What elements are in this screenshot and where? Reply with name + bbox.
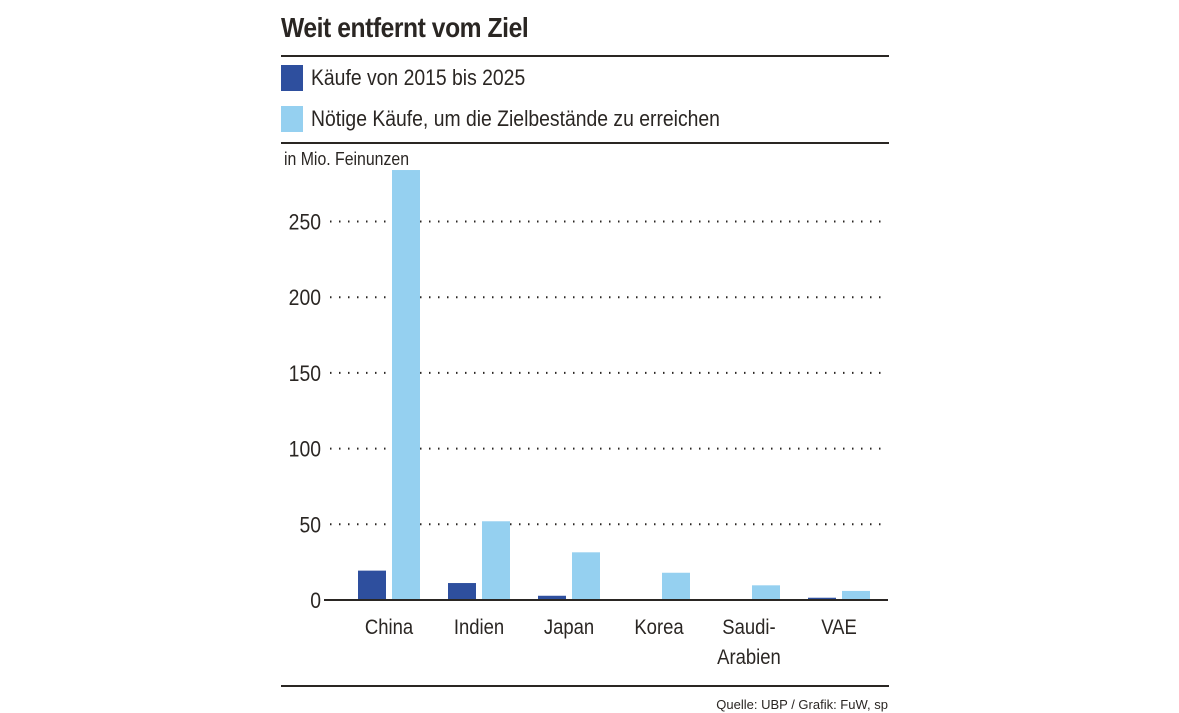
y-axis-unit-label: in Mio. Feinunzen [284,149,410,169]
bar-needed [392,170,420,601]
legend-label: Nötige Käufe, um die Zielbestände zu err… [311,106,720,131]
bar-needed [572,552,600,600]
title-divider [281,55,889,57]
legend-label: Käufe von 2015 bis 2025 [311,65,526,90]
y-tick-label: 150 [289,362,321,386]
x-tick-label: Korea [634,616,683,639]
bottom-divider [281,685,889,687]
bar-needed [662,572,690,600]
source-note: Quelle: UBP / Grafik: FuW, sp [716,697,888,712]
bar-needed [842,590,870,600]
legend-item-purchases: Käufe von 2015 bis 2025 [281,65,554,91]
x-tick-label: Saudi- [722,616,775,639]
x-tick-label: Japan [544,616,594,639]
bar-purchases [358,570,386,600]
bar-needed [482,521,510,600]
x-tick-label: VAE [821,616,857,639]
legend-swatch-light [281,106,303,132]
bar-purchases [448,583,476,600]
y-tick-label: 50 [299,513,321,537]
legend-swatch-dark [281,65,303,91]
legend-divider [281,142,889,144]
bar-purchases [808,597,836,600]
y-tick-label: 0 [310,589,321,613]
legend-item-needed: Nötige Käufe, um die Zielbestände zu err… [281,106,776,132]
y-tick-label: 250 [289,210,321,234]
x-tick-label: China [365,616,413,639]
chart-title: Weit entfernt vom Ziel [281,12,529,43]
y-tick-label: 100 [289,437,321,461]
x-tick-label: Arabien [717,646,781,669]
bar-needed [752,585,780,600]
x-tick-label: Indien [454,616,504,639]
bar-purchases [538,595,566,600]
y-tick-label: 200 [289,286,321,310]
